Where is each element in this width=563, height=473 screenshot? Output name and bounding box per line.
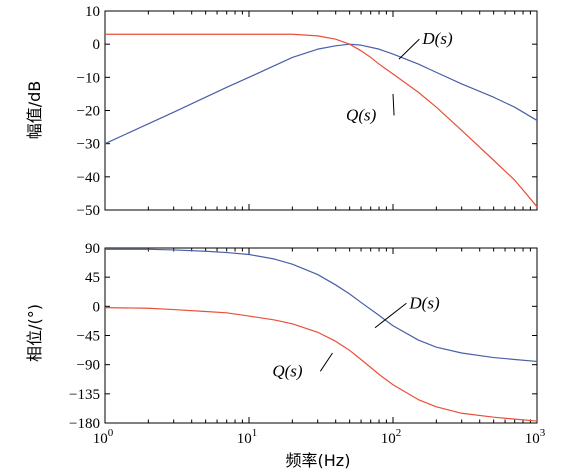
y-tick-label: −30 [77,137,100,153]
y-tick-label: −20 [77,104,100,120]
annotation-leader [374,302,407,329]
annotation-label-1: Q(s) [272,361,303,380]
annotation-leader [319,352,333,372]
plot-frame [104,10,538,211]
x-tick-label: 100 [93,427,114,447]
y-tick-label: −45 [77,329,100,345]
annotation-leader [398,38,420,60]
annotation-leader [392,93,395,116]
y-tick-label: 90 [85,241,100,257]
x-tick-label: 103 [525,427,546,447]
y-tick-label: −180 [69,416,100,432]
y-tick-label: −90 [77,358,100,374]
y-tick-label: 45 [85,270,100,286]
series-line-q [105,33,538,208]
annotation-label-0: D(s) [421,29,453,48]
magnitude-axis-label: 幅值/dB [25,81,44,140]
magnitude-panel: 10 0 −10 −20 −30 −40 −50 D(s) Q(s) [77,4,538,219]
plot-frame [104,247,538,424]
phase-axis-label: 相位/(°) [25,304,44,362]
x-tick-label: 102 [381,427,402,447]
y-tick-label: −135 [69,387,100,403]
series-line-d [105,248,538,363]
y-tick-label: −40 [77,170,100,186]
y-tick-label: 0 [93,37,101,53]
y-tick-label: −10 [77,70,100,86]
annotation-label-0: D(s) [408,293,440,312]
series-line-d [104,43,538,145]
y-tick-label: 0 [93,299,101,315]
y-tick-label: 10 [85,4,100,20]
annotation-label-1: Q(s) [346,105,377,124]
series-line-q [104,307,538,422]
y-tick-label: −50 [77,203,100,219]
frequency-axis-label: 频率(Hz) [286,451,351,470]
x-tick-label: 101 [237,427,258,447]
